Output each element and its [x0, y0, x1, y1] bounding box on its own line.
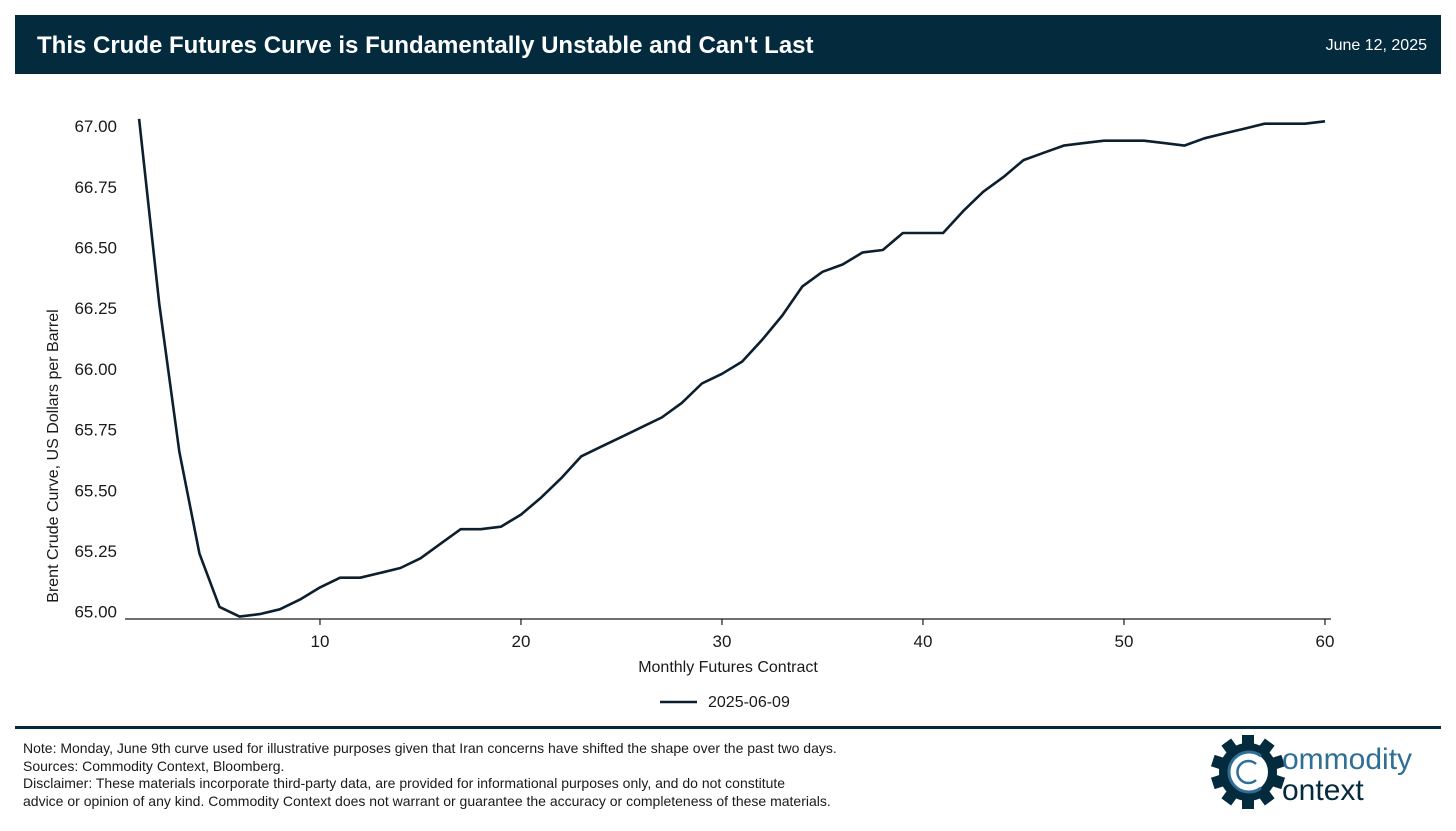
- x-tick-label: 60: [1316, 632, 1335, 651]
- x-axis: 10 20 30 40 50 60: [311, 619, 1335, 651]
- x-tick-label: 30: [713, 632, 732, 651]
- legend: 2025-06-09: [660, 694, 790, 711]
- y-tick-label: 66.75: [74, 178, 117, 197]
- y-axis: 65.00 65.25 65.50 65.75 66.00 66.25 66.50 66.75…: [74, 117, 117, 622]
- y-axis-label: Brent Crude Curve, US Dollars per Barrel: [45, 309, 62, 602]
- y-tick-label: 66.25: [74, 299, 117, 318]
- y-tick-label: 65.25: [74, 542, 117, 561]
- x-tick-label: 20: [512, 632, 531, 651]
- footer-disclaimer-line-2: advice or opinion of any kind. Commodity…: [23, 792, 831, 809]
- logo-text-commodity: ommodity: [1282, 743, 1412, 776]
- y-tick-label: 65.00: [74, 603, 117, 622]
- y-tick-label: 65.50: [74, 481, 117, 500]
- title-banner: This Crude Futures Curve is Fundamentall…: [15, 15, 1441, 74]
- footer-disclaimer-line-1: Disclaimer: These materials incorporate …: [23, 775, 786, 792]
- footer-divider: [15, 726, 1441, 729]
- y-tick-label: 66.00: [74, 360, 117, 379]
- publication-date: June 12, 2025: [1325, 37, 1427, 54]
- x-tick-label: 50: [1115, 632, 1134, 651]
- series-line-2025-06-09: [137, 118, 1326, 618]
- x-tick-label: 10: [311, 632, 330, 651]
- chart-area: 65.00 65.25 65.50 65.75 66.00 66.25 66.50 66.75…: [45, 117, 1335, 711]
- footer-notes: Note: Monday, June 9th curve used for il…: [23, 740, 837, 810]
- gear-icon: [1210, 735, 1286, 809]
- commodity-context-logo: ommodity ontext: [1210, 735, 1412, 809]
- y-tick-label: 67.00: [74, 117, 117, 136]
- legend-label: 2025-06-09: [708, 694, 790, 711]
- logo-text-context: ontext: [1282, 774, 1364, 807]
- footer-note: Note: Monday, June 9th curve used for il…: [23, 740, 837, 756]
- y-tick-label: 66.50: [74, 239, 117, 258]
- x-axis-label: Monthly Futures Contract: [638, 659, 818, 676]
- y-tick-label: 65.75: [74, 421, 117, 440]
- x-tick-label: 40: [914, 632, 933, 651]
- chart-title: This Crude Futures Curve is Fundamentall…: [37, 32, 814, 59]
- footer-sources: Sources: Commodity Context, Bloomberg.: [23, 757, 285, 774]
